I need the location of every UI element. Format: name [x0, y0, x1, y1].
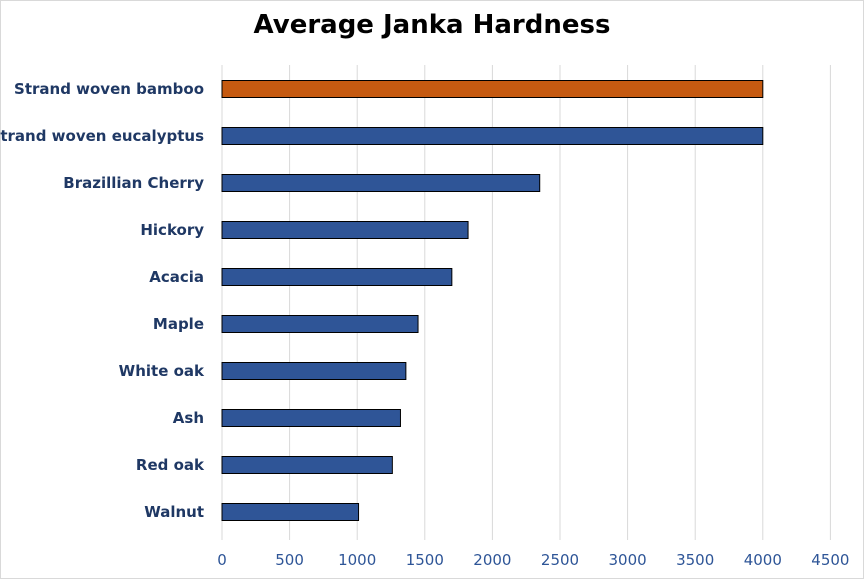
x-tick-label: 500: [275, 551, 304, 569]
bar: [221, 409, 401, 427]
bar: [221, 268, 453, 286]
category-label: Ash: [173, 409, 204, 427]
x-tick-label: 3500: [676, 551, 714, 569]
category-label: Strand woven bamboo: [14, 80, 204, 98]
chart-title: Average Janka Hardness: [253, 10, 611, 40]
x-tick-label: 0: [217, 551, 227, 569]
category-label: Acacia: [149, 268, 204, 286]
x-tick-label: 2500: [541, 551, 579, 569]
category-label: Maple: [153, 315, 204, 333]
bar: [221, 315, 419, 333]
bar: [221, 362, 407, 380]
category-label: White oak: [119, 362, 205, 380]
category-label: Walnut: [144, 503, 204, 521]
bar: [221, 456, 393, 474]
bar: [221, 127, 764, 145]
category-label: Hickory: [140, 221, 204, 239]
x-tick-label: 2000: [473, 551, 511, 569]
category-label: Strand woven eucalyptus: [0, 127, 204, 145]
bar: [221, 174, 541, 192]
category-label: Red oak: [136, 456, 205, 474]
category-label: Brazillian Cherry: [63, 174, 204, 192]
x-tick-label: 1500: [406, 551, 444, 569]
bar: [221, 80, 764, 98]
x-tick-label: 4500: [811, 551, 849, 569]
bar: [221, 503, 360, 521]
x-tick-label: 1000: [338, 551, 376, 569]
x-tick-label: 3000: [609, 551, 647, 569]
bar: [221, 221, 469, 239]
x-tick-label: 4000: [744, 551, 782, 569]
